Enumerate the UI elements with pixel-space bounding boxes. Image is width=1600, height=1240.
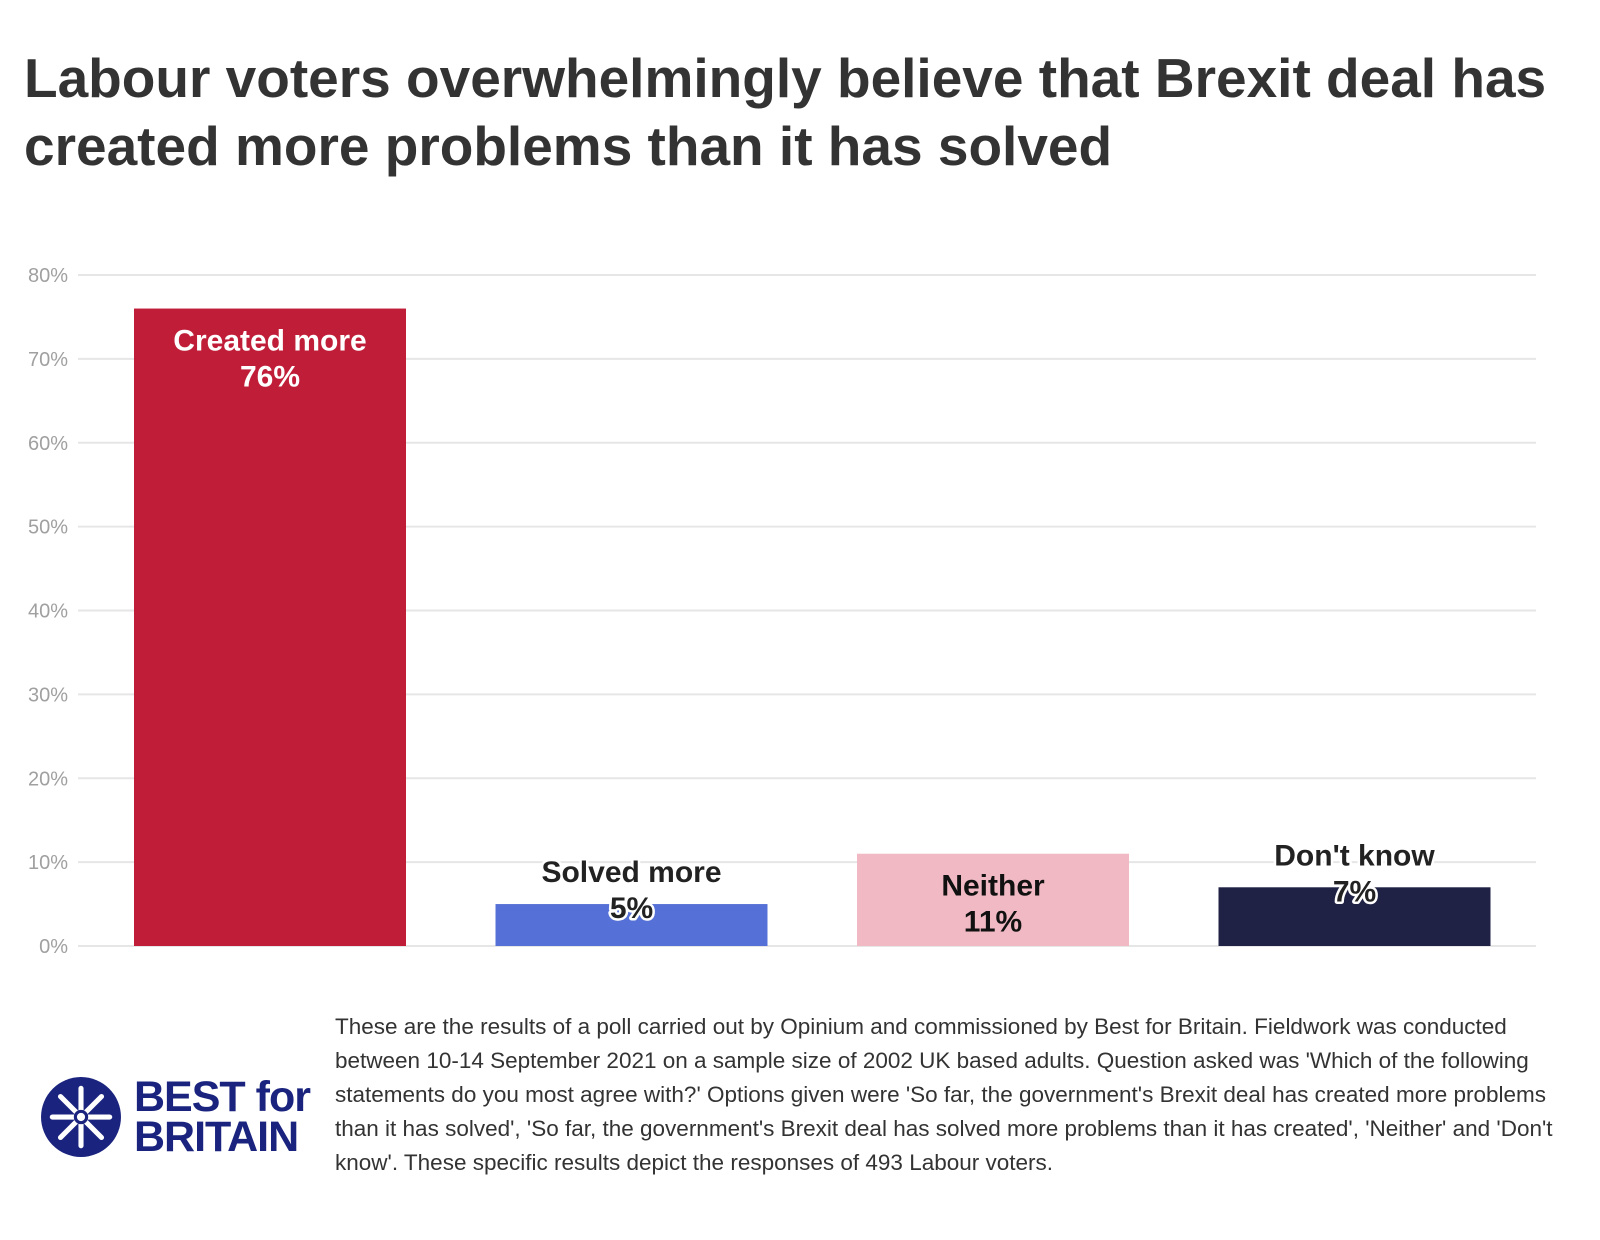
y-axis-ticks: 0% 10% 20% 30% 40% 50% 60% 70% 80%: [28, 265, 68, 958]
y-tick-label: 70%: [28, 349, 68, 371]
bar-value-label: 11%: [964, 906, 1022, 939]
logo-wordmark: BEST for BRITAIN: [134, 1073, 311, 1161]
y-tick-label: 40%: [28, 601, 68, 623]
y-tick-label: 80%: [28, 265, 68, 287]
y-tick-label: 20%: [28, 768, 68, 790]
bar-chart: 0%10%20%30%40%50%60%70%80% Created more7…: [28, 265, 1536, 958]
bar-category-label: Neither: [941, 870, 1045, 903]
logo-line-1: BEST for: [134, 1073, 311, 1121]
footnote: These are the results of a poll carried …: [335, 1014, 1553, 1175]
bar: [495, 904, 768, 946]
bar: [1218, 887, 1491, 946]
bar-value-label: 76%: [240, 361, 300, 394]
y-tick-label: 10%: [28, 852, 68, 874]
bar-value-label: 7%: [1333, 875, 1376, 908]
union-flag-circle-icon: [41, 1077, 121, 1157]
y-tick-label: 0%: [39, 936, 68, 958]
y-tick-label: 30%: [28, 684, 68, 706]
bar: [134, 308, 406, 946]
y-tick-label: 50%: [28, 517, 68, 539]
bar-category-label: Created more: [173, 325, 366, 358]
bar: [857, 853, 1129, 946]
y-tick-label: 60%: [28, 433, 68, 455]
bars: [134, 308, 1491, 946]
bar-category-label: Don't know: [1274, 839, 1435, 872]
best-for-britain-logo: BEST for BRITAIN: [40, 1073, 311, 1161]
bar-value-label: 5%: [610, 892, 653, 925]
logo-line-2: BRITAIN: [134, 1113, 299, 1161]
bar-category-label: Solved more: [541, 856, 721, 889]
chart-title: Labour voters overwhelmingly believe tha…: [24, 47, 1547, 177]
